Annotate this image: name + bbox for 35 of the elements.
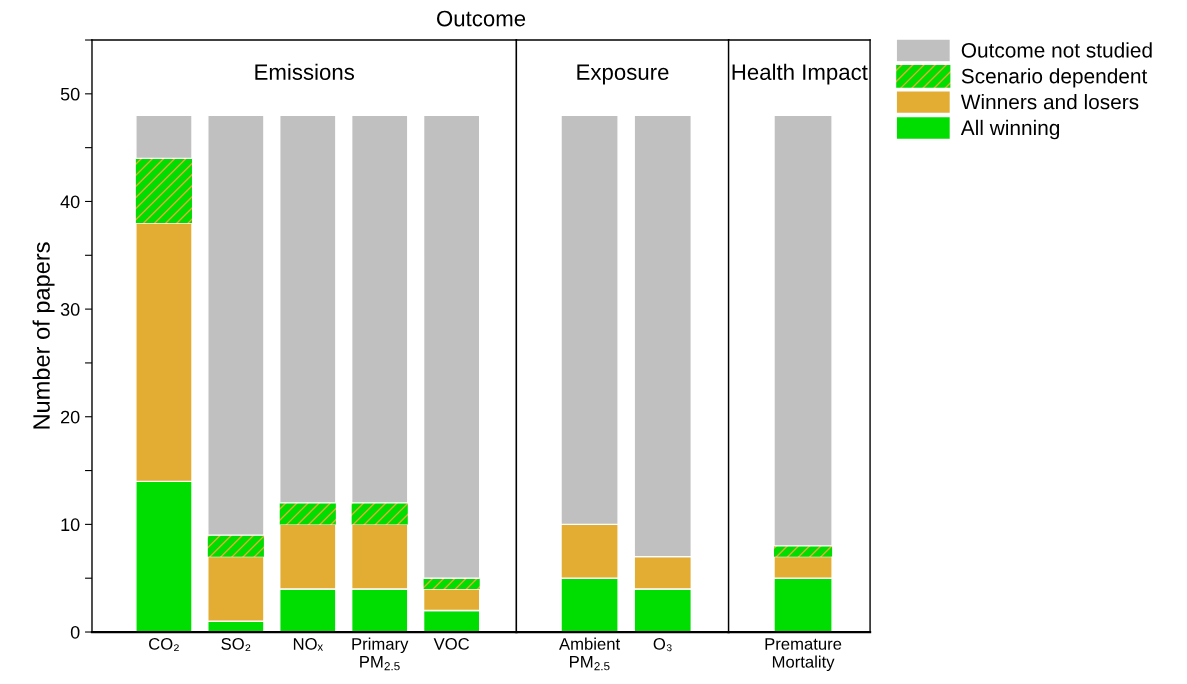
y-tick-label: 30 xyxy=(60,303,80,316)
text: Emissions xyxy=(255,63,355,81)
y-tick-label: 20 xyxy=(61,410,80,424)
y-tick-label: 50 xyxy=(60,87,80,101)
x-tick-label: Ambient PM$_{2.5}$ xyxy=(559,637,621,671)
y-tick-label: 0 xyxy=(70,625,80,639)
bar xyxy=(279,114,337,504)
x-tick-label: NOₓ xyxy=(293,638,323,651)
legend-label: Outcome not studied xyxy=(961,42,1152,58)
x-tick-label: CO₂ xyxy=(149,638,179,652)
bar xyxy=(135,114,193,160)
x-tick-label: VOC xyxy=(433,638,470,650)
bar xyxy=(350,114,409,504)
bar xyxy=(279,502,336,525)
bar xyxy=(351,502,408,525)
x-tick-label: Premature Mortality xyxy=(765,638,842,672)
legend-label: All winning xyxy=(960,119,1060,140)
y-axis-title: Number of papers xyxy=(32,242,55,429)
text: Outcome xyxy=(437,10,526,27)
bar xyxy=(423,578,480,589)
text: Exposure xyxy=(577,64,669,85)
y-tick-label: 10 xyxy=(61,518,80,532)
legend-label: Winners and losers xyxy=(960,94,1139,110)
x-tick-label: O₃ xyxy=(653,638,672,652)
bar xyxy=(773,114,833,547)
legend-label: Scenario dependent xyxy=(961,68,1148,88)
bar xyxy=(207,535,264,557)
x-tick-label: SO₂ xyxy=(221,638,251,652)
bar xyxy=(135,158,192,223)
y-tick-label: 40 xyxy=(60,195,80,209)
x-tick-label: Primary PM$_{2.5}$ xyxy=(352,637,409,671)
bar xyxy=(774,545,833,557)
bar xyxy=(422,114,481,579)
bar xyxy=(207,114,265,536)
text: Health Impact xyxy=(732,63,868,85)
